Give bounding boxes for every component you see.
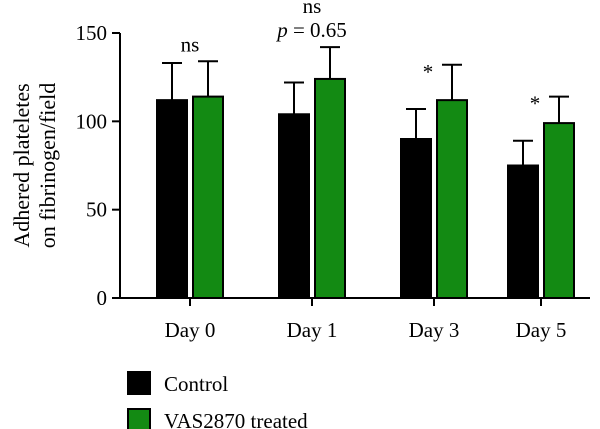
y-axis-title-line: Adhered plateletes: [9, 83, 34, 247]
bar-vas2870-treated: [436, 99, 468, 299]
y-tick-label: 100: [76, 109, 108, 133]
legend-label: Control: [164, 372, 228, 396]
bar-control: [400, 138, 432, 299]
x-tick-label: Day 5: [516, 318, 567, 342]
y-tick-label: 150: [76, 21, 108, 45]
bar-control: [156, 99, 188, 299]
x-tick-label: Day 3: [409, 318, 460, 342]
annotation-text: p = 0.65: [275, 18, 347, 42]
legend-swatch: [127, 408, 151, 429]
x-tick-label: Day 1: [287, 318, 338, 342]
x-tick-label: Day 0: [165, 318, 216, 342]
bar-vas2870-treated: [314, 77, 346, 299]
legend-swatch: [127, 371, 151, 395]
annotation-text: ns: [181, 32, 200, 56]
y-tick-label: 0: [97, 286, 108, 310]
annotation-text: ns: [303, 0, 322, 18]
bar-control: [507, 164, 539, 299]
y-axis-title-line: on fibrinogen/field: [35, 83, 60, 249]
significance-marker: *: [530, 92, 541, 116]
bar-control: [278, 113, 310, 300]
legend-label: VAS2870 treated: [164, 409, 308, 429]
significance-marker: *: [423, 60, 434, 84]
bar-vas2870-treated: [543, 122, 575, 299]
y-tick-label: 50: [86, 198, 107, 222]
bar-vas2870-treated: [192, 95, 224, 299]
